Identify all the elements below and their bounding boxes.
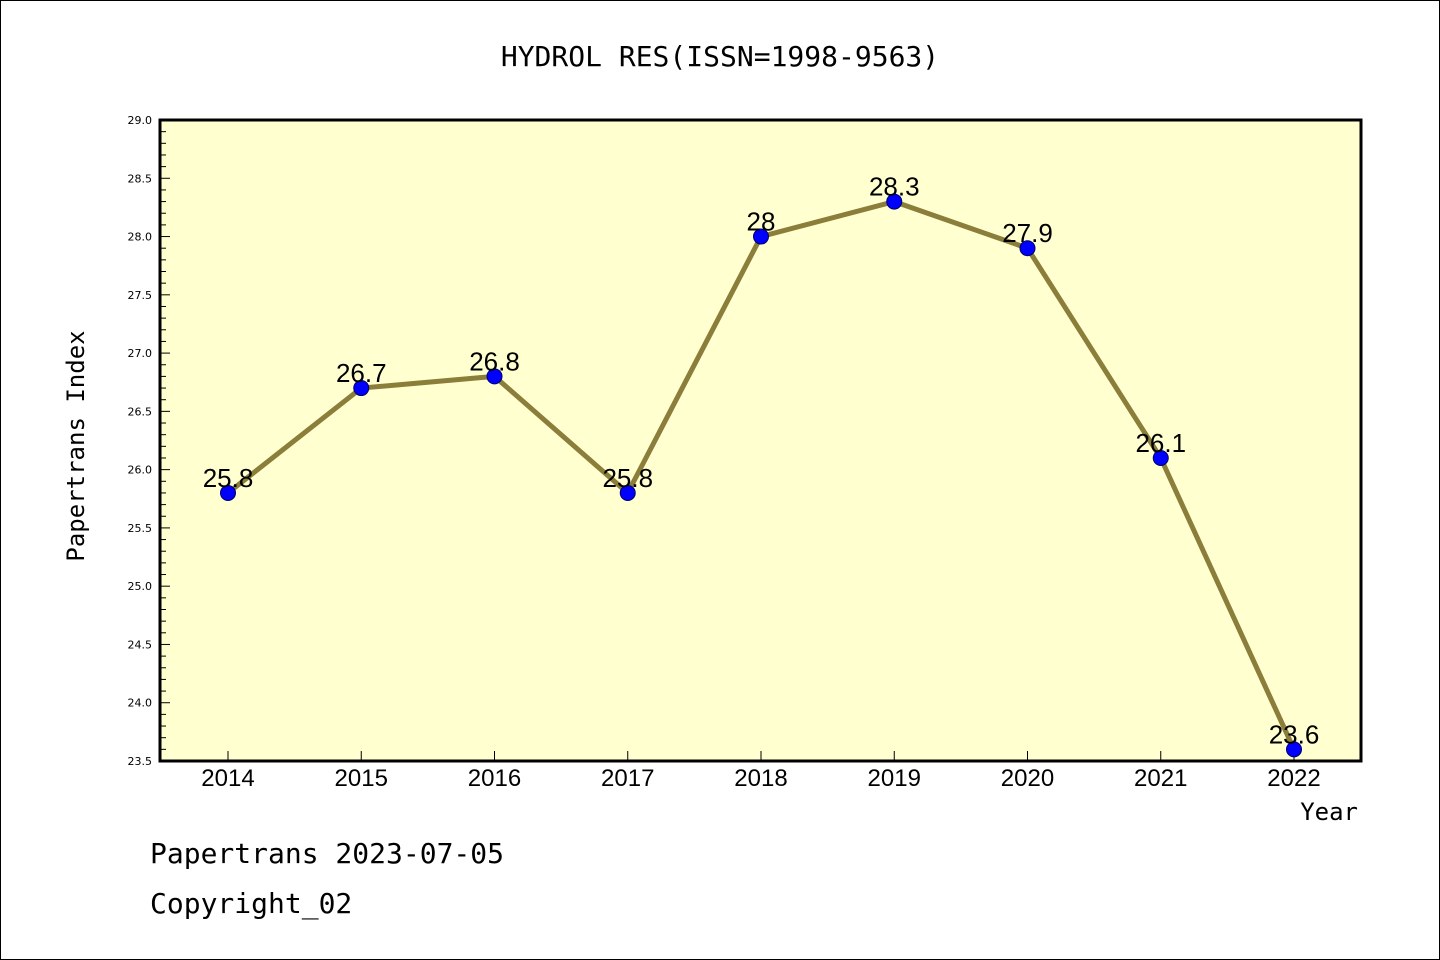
x-tick-label: 2022 — [1267, 765, 1320, 792]
data-point — [886, 193, 903, 210]
data-label: 28.3 — [869, 172, 920, 202]
data-point — [1152, 449, 1169, 466]
x-tick-label: 2014 — [201, 765, 254, 792]
y-tick-label: 25.5 — [128, 522, 153, 535]
y-tick-label: 28.0 — [128, 231, 153, 244]
y-tick-label: 29.0 — [128, 114, 153, 127]
data-point — [753, 228, 769, 245]
footer-copyright: Copyright_02 — [150, 887, 352, 921]
data-point — [486, 368, 503, 385]
x-tick-label: 2018 — [734, 765, 787, 792]
data-point — [220, 484, 236, 501]
y-tick-label: 24.5 — [128, 638, 153, 651]
chart-title: HYDROL RES(ISSN=1998-9563) — [501, 40, 939, 73]
data-label: 26.1 — [1135, 428, 1186, 458]
y-tick-label: 26.5 — [128, 405, 153, 418]
data-point — [353, 380, 370, 397]
y-tick-label: 25.0 — [128, 580, 153, 593]
x-tick-label: 2019 — [868, 765, 921, 792]
x-tick-label: 2016 — [468, 765, 521, 792]
series-layer: 25.8 26.7 26.8 25.8 28 28.3 27.9 26.1 23.6 — [203, 172, 1320, 758]
data-label: 26.8 — [469, 346, 520, 376]
y-tick-label: 24.0 — [128, 697, 153, 710]
data-label: 28 — [747, 207, 776, 237]
plot-area — [158, 118, 1363, 763]
data-label: 23.6 — [1269, 719, 1320, 749]
x-tick-label: 2021 — [1134, 765, 1187, 792]
y-axis: 23.5 24.0 24.5 25.0 25.5 26.0 26.5 27.0 27.5 28.0… — [128, 114, 170, 768]
y-tick-label: 27.0 — [128, 347, 153, 360]
data-label: 25.8 — [203, 463, 254, 493]
y-tick-label: 27.5 — [128, 289, 153, 302]
y-tick-label: 26.0 — [128, 464, 153, 477]
footer-date: Papertrans 2023-07-05 — [150, 837, 504, 870]
x-tick-label: 2017 — [601, 765, 654, 792]
y-axis-title: Papertrans Index — [62, 330, 90, 561]
data-label: 27.9 — [1002, 218, 1053, 248]
data-label: 26.7 — [336, 358, 387, 388]
data-point — [1019, 240, 1036, 257]
x-axis-title: Year — [1300, 798, 1358, 826]
x-tick-label: 2015 — [335, 765, 388, 792]
x-axis: 2014 2015 2016 2017 2018 2019 2020 2021 2022 — [201, 751, 1321, 792]
data-point — [619, 484, 636, 501]
data-point — [1286, 741, 1302, 758]
data-label: 25.8 — [602, 463, 653, 493]
y-tick-label: 28.5 — [128, 172, 153, 185]
x-tick-label: 2020 — [1001, 765, 1054, 792]
y-tick-label: 23.5 — [128, 755, 153, 768]
